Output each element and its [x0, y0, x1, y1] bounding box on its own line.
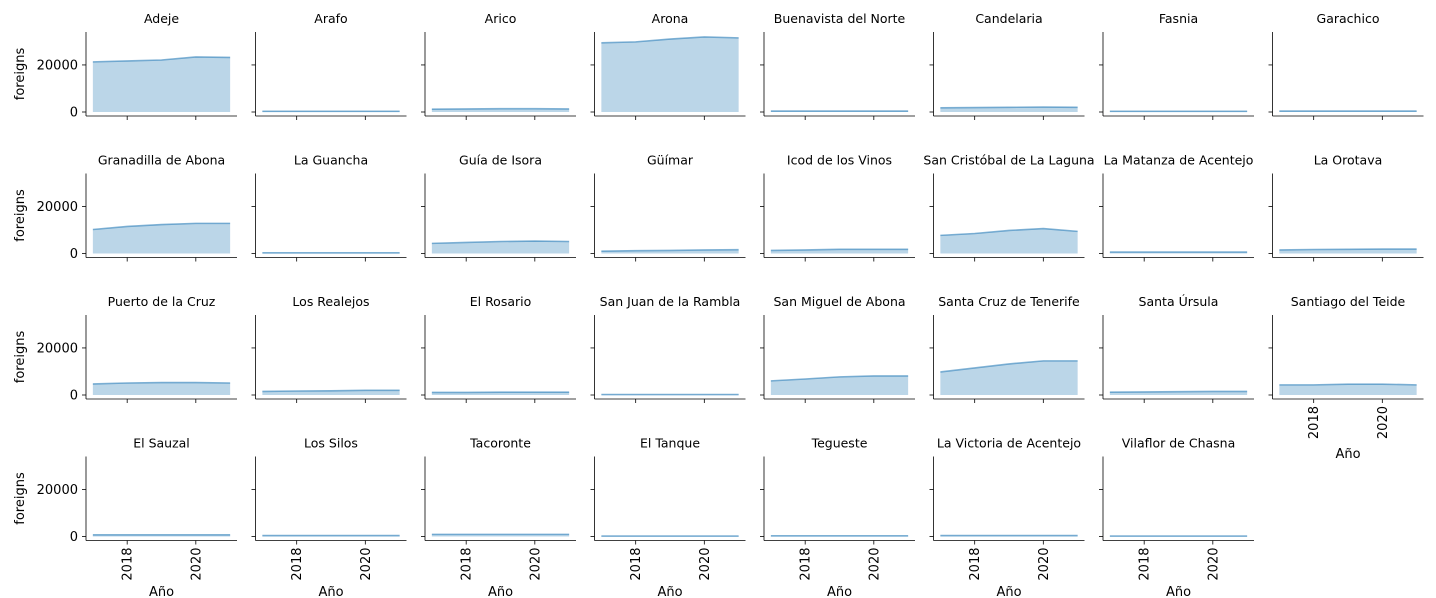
y-tick-label: 0	[70, 389, 78, 404]
facet-title: Arafo	[314, 11, 347, 26]
x-axis-label: Año	[1166, 585, 1191, 598]
facet-title: La Orotava	[1314, 153, 1383, 168]
x-tick-label: 2020	[867, 548, 882, 581]
x-tick-label: 2020	[1037, 548, 1052, 581]
y-tick-label: 0	[70, 247, 78, 262]
x-tick-label: 2018	[1307, 406, 1322, 439]
facet-title: Tegueste	[811, 436, 868, 451]
area-line	[601, 248, 739, 252]
y-tick-label: 20000	[37, 483, 78, 498]
facet-title: Fasnia	[1159, 11, 1198, 26]
x-tick-label: 2020	[189, 548, 204, 581]
facet-title: Tacoronte	[469, 436, 531, 451]
facet-title: El Rosario	[470, 294, 532, 309]
x-tick-label: 2020	[1206, 548, 1221, 581]
area-line	[1109, 390, 1248, 393]
area-fill	[431, 241, 570, 254]
area-line	[770, 248, 909, 252]
facet-title: Granadilla de Abona	[98, 153, 225, 168]
area-line	[92, 222, 231, 231]
facet-title: Los Silos	[304, 436, 358, 451]
area-line	[601, 36, 739, 44]
x-tick-label: 2018	[290, 548, 305, 581]
facet-title: Icod de los Vinos	[787, 153, 892, 168]
x-tick-label: 2018	[1138, 548, 1153, 581]
facet-title: San Juan de la Rambla	[600, 294, 741, 309]
area-line	[431, 240, 570, 245]
x-axis-label: Año	[488, 585, 513, 598]
x-tick-label: 2018	[799, 548, 814, 581]
area-fill	[601, 36, 739, 112]
y-tick-label: 20000	[37, 58, 78, 73]
facet-title: La Matanza de Acentejo	[1104, 153, 1254, 168]
x-tick-label: 2018	[629, 548, 644, 581]
x-tick-label: 2020	[359, 548, 374, 581]
y-tick-label: 0	[70, 530, 78, 545]
area-fill	[92, 382, 231, 395]
facet-title: San Cristóbal de La Laguna	[923, 153, 1094, 168]
facet-title: Los Realejos	[292, 294, 369, 309]
facet-title: El Tanque	[640, 436, 700, 451]
area-line	[1279, 248, 1417, 251]
x-tick-label: 2020	[698, 548, 713, 581]
facet-title: Garachico	[1317, 11, 1380, 26]
facet-title: Santiago del Teide	[1291, 294, 1406, 309]
x-axis-label: Año	[149, 585, 174, 598]
area-line	[262, 389, 400, 393]
y-axis-label: foreigns	[13, 331, 28, 384]
x-axis-label: Año	[827, 585, 852, 598]
facet-title: Candelaria	[975, 11, 1042, 26]
y-axis-label: foreigns	[13, 48, 28, 101]
area-fill	[1279, 384, 1417, 395]
area-fill	[940, 360, 1078, 395]
x-axis-label: Año	[1335, 447, 1360, 462]
area-fill	[92, 56, 231, 112]
y-tick-label: 20000	[37, 341, 78, 356]
facet-title: Vilaflor de Chasna	[1122, 436, 1236, 451]
facet-title: Buenavista del Norte	[774, 11, 906, 26]
area-line	[770, 375, 909, 382]
x-tick-label: 2020	[1376, 406, 1391, 439]
x-axis-label: Año	[996, 585, 1021, 598]
area-line	[940, 227, 1078, 237]
area-line	[92, 381, 231, 385]
facet-title: Puerto de la Cruz	[108, 294, 216, 309]
y-tick-label: 0	[70, 106, 78, 121]
x-tick-label: 2018	[460, 548, 475, 581]
area-line	[940, 360, 1078, 373]
area-line	[1279, 383, 1417, 386]
area-fill	[770, 375, 909, 395]
facet-title: Güímar	[647, 153, 694, 168]
y-axis-label: foreigns	[13, 189, 28, 242]
x-tick-label: 2020	[528, 548, 543, 581]
y-axis-label: foreigns	[13, 472, 28, 525]
area-line	[92, 56, 231, 63]
area-line	[940, 106, 1078, 109]
area-fill	[940, 228, 1078, 254]
x-tick-label: 2018	[968, 548, 983, 581]
facet-title: La Victoria de Acentejo	[937, 436, 1081, 451]
facet-title: San Miguel de Abona	[773, 294, 905, 309]
facet-title: Adeje	[144, 11, 179, 26]
facet-title: Arico	[485, 11, 517, 26]
x-tick-label: 2018	[121, 548, 136, 581]
x-axis-label: Año	[657, 585, 682, 598]
facet-title: Santa Úrsula	[1139, 294, 1219, 309]
area-fill	[92, 223, 231, 254]
facet-title: La Guancha	[294, 153, 368, 168]
facet-title: Guía de Isora	[459, 153, 542, 168]
facet-title: El Sauzal	[133, 436, 190, 451]
facet-title: Arona	[652, 11, 689, 26]
facet-title: Santa Cruz de Tenerife	[938, 294, 1080, 309]
y-tick-label: 20000	[37, 200, 78, 215]
x-axis-label: Año	[318, 585, 343, 598]
